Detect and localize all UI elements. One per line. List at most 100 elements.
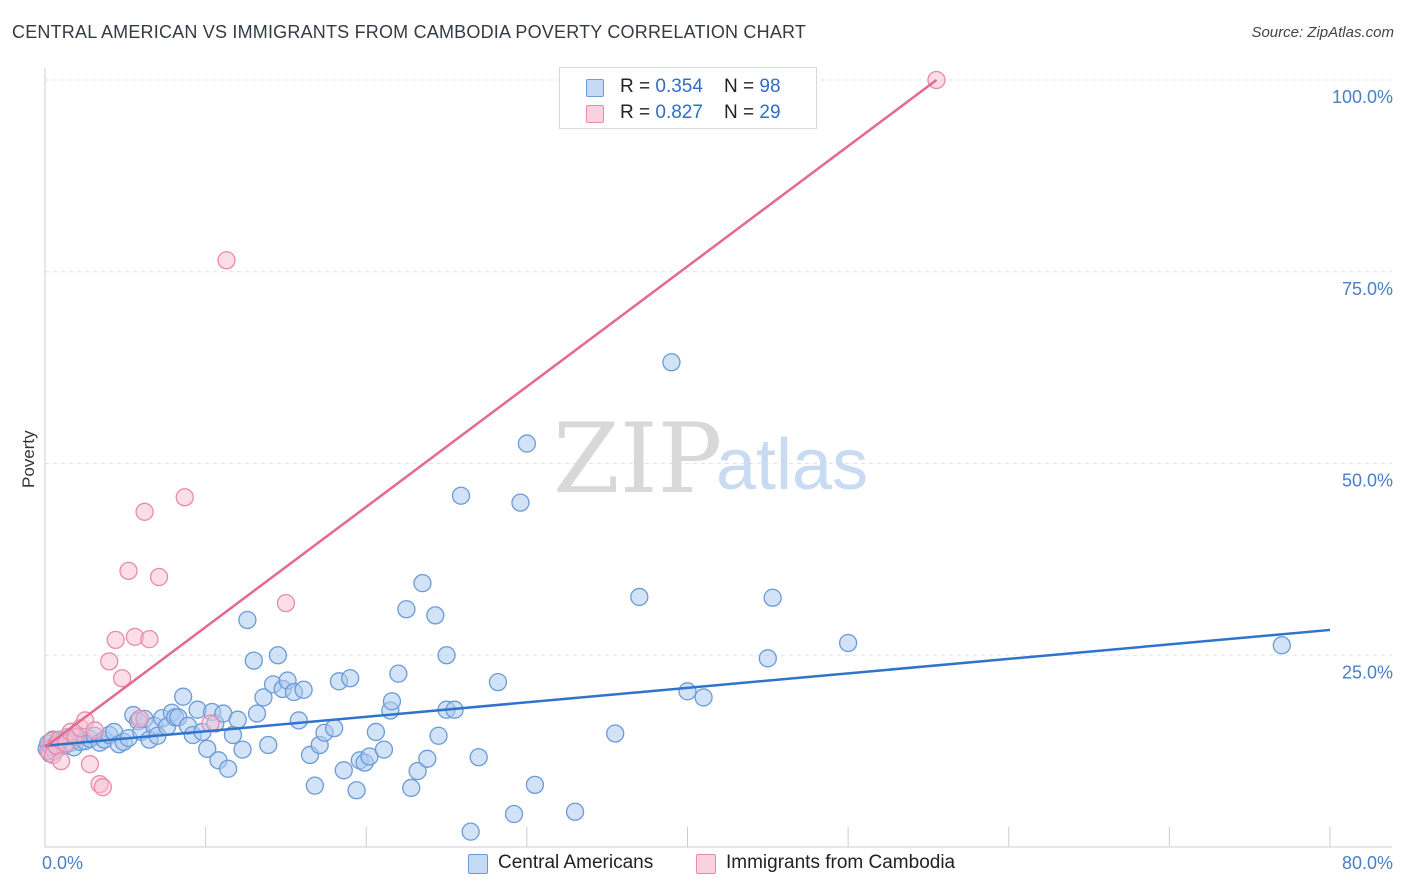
data-point-cambodia [135, 502, 154, 521]
label-layer: 25.0% 50.0% 75.0% 100.0% 0.0% 80.0% Poverty [19, 87, 1393, 873]
data-point-central-americans [758, 649, 777, 668]
data-point-central-americans [525, 775, 545, 795]
data-point-cambodia [130, 709, 149, 729]
data-point-central-americans [402, 778, 421, 798]
x-tick-label-end: 80.0% [1342, 853, 1393, 873]
data-point-central-americans [426, 606, 445, 625]
legend-swatch-blue [586, 79, 604, 97]
data-point-central-americans [461, 822, 480, 841]
data-point-central-americans [469, 748, 488, 767]
data-point-central-americans [630, 587, 649, 607]
data-point-central-americans [173, 687, 193, 706]
data-point-cambodia [80, 755, 100, 774]
data-point-cambodia [276, 593, 296, 613]
data-point-cambodia [149, 567, 169, 587]
data-point-central-americans [233, 740, 252, 759]
data-point-central-americans [517, 434, 537, 453]
legend-n-label: N = [724, 102, 760, 123]
data-point-central-americans [198, 739, 217, 758]
data-point-central-americans [218, 759, 238, 778]
data-point-cambodia [106, 630, 125, 650]
series-legend-label: Immigrants from Cambodia [726, 852, 956, 873]
data-point-central-americans [334, 761, 353, 780]
data-point-central-americans [366, 722, 386, 742]
chart-title: CENTRAL AMERICAN VS IMMIGRANTS FROM CAMB… [12, 22, 807, 42]
data-point-cambodia [112, 669, 132, 688]
grid-layer [45, 79, 1392, 656]
data-point-central-americans [341, 669, 360, 688]
data-point-central-americans [228, 710, 247, 729]
source-credit: Source: ZipAtlas.com [1251, 24, 1394, 41]
data-point-central-americans [838, 633, 858, 653]
data-point-central-americans [504, 804, 524, 824]
data-point-central-americans [1272, 636, 1291, 655]
data-point-central-americans [347, 781, 366, 800]
data-point-central-americans [763, 588, 782, 607]
legend-n-value: 29 [759, 102, 781, 123]
legend-text: R = 0.354 N = 98 [620, 76, 781, 98]
series-legend: Central Americans Immigrants from Cambod… [0, 852, 1406, 878]
legend-r-value: 0.827 [655, 102, 703, 123]
data-point-central-americans [382, 692, 402, 711]
series-swatch-blue [468, 854, 488, 874]
data-point-central-americans [294, 680, 313, 699]
axes-layer [44, 68, 1392, 848]
trend-layer [44, 78, 1331, 749]
y-tick-label: 25.0% [1342, 662, 1393, 682]
legend-text: R = 0.827 N = 29 [620, 102, 781, 124]
data-point-central-americans [662, 353, 681, 372]
legend-r-label: R = [620, 102, 656, 123]
y-tick-label: 100.0% [1332, 87, 1393, 107]
data-point-cambodia [51, 751, 71, 771]
legend-n-value: 98 [759, 76, 781, 97]
data-point-central-americans [694, 688, 713, 707]
y-tick-label: 50.0% [1342, 471, 1393, 491]
points-layer [37, 70, 1291, 841]
data-point-cambodia [100, 652, 119, 671]
data-point-central-americans [678, 682, 697, 701]
correlation-legend: R = 0.354 N = 98 R = 0.827 N = 29 [559, 67, 817, 129]
data-point-cambodia [140, 629, 159, 649]
data-point-central-americans [437, 646, 456, 665]
series-swatch-pink [696, 854, 716, 874]
legend-swatch-pink [586, 105, 604, 123]
y-tick-label: 75.0% [1342, 279, 1393, 299]
data-point-central-americans [259, 735, 278, 755]
legend-r-value: 0.354 [655, 76, 703, 97]
data-point-central-americans [238, 610, 257, 630]
legend-r-label: R = [620, 76, 656, 97]
watermark-atlas: atlas [716, 425, 868, 505]
data-point-central-americans [397, 600, 416, 619]
data-point-central-americans [413, 574, 432, 593]
series-legend-label: Central Americans [498, 852, 654, 873]
watermark: ZIP atlas [553, 403, 868, 515]
data-point-central-americans [254, 688, 273, 707]
data-point-cambodia [85, 721, 104, 740]
data-point-central-americans [408, 761, 427, 781]
data-point-central-americans [289, 711, 308, 730]
data-point-central-americans [268, 646, 288, 665]
data-point-cambodia [175, 488, 194, 507]
data-point-central-americans [565, 802, 585, 821]
watermark-zip: ZIP [553, 403, 722, 515]
data-point-central-americans [244, 651, 263, 670]
data-point-central-americans [606, 724, 625, 743]
legend-n-label: N = [724, 76, 760, 97]
data-point-central-americans [488, 672, 508, 692]
data-point-central-americans [247, 704, 267, 723]
data-point-cambodia [93, 778, 112, 797]
y-axis-label: Poverty [19, 430, 38, 488]
data-point-central-americans [389, 664, 408, 683]
x-tick-label-start: 0.0% [42, 853, 83, 873]
data-point-central-americans [305, 776, 325, 795]
data-point-cambodia [119, 561, 138, 581]
trend-line-central-americans [44, 628, 1331, 748]
data-point-central-americans [374, 740, 394, 759]
data-point-central-americans [511, 493, 530, 512]
data-point-central-americans [418, 749, 437, 768]
data-point-central-americans [451, 486, 471, 505]
trend-line-cambodia [44, 78, 938, 749]
data-point-central-americans [429, 726, 448, 745]
data-point-central-americans [324, 718, 344, 738]
